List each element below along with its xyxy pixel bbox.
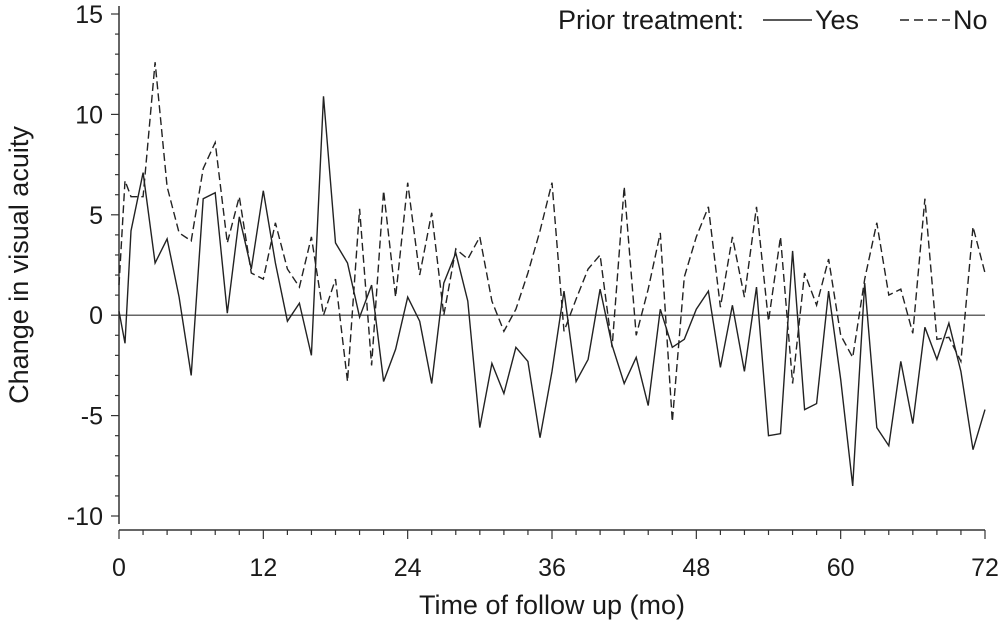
y-axis-title: Change in visual acuity (4, 126, 34, 404)
x-axis-title: Time of follow up (mo) (419, 590, 685, 620)
x-tick-label: 72 (971, 554, 999, 582)
series-layer (118, 62, 986, 486)
x-tick-label: 60 (827, 554, 855, 582)
x-tick-label: 24 (394, 554, 422, 582)
series-line-no (118, 62, 986, 422)
x-tick-label: 12 (249, 554, 277, 582)
x-tick-label: 48 (682, 554, 710, 582)
y-tick-label: 10 (75, 101, 103, 129)
y-tick-label: -5 (81, 403, 103, 431)
y-tick-label: 5 (89, 202, 103, 230)
series-line-yes (118, 96, 986, 486)
y-ticks: -10 -5 0 5 10 15 (67, 1, 119, 531)
x-ticks: 0 12 24 36 48 60 72 (112, 530, 999, 582)
legend: Prior treatment: Yes No (558, 5, 988, 35)
legend-label-yes: Yes (815, 5, 859, 35)
y-tick-label: -10 (67, 503, 103, 531)
legend-label-no: No (953, 5, 988, 35)
x-tick-label: 36 (538, 554, 566, 582)
y-tick-label: 0 (89, 302, 103, 330)
x-tick-label: 0 (112, 554, 126, 582)
y-tick-label: 15 (75, 1, 103, 29)
legend-title: Prior treatment: (558, 5, 744, 35)
axes: -10 -5 0 5 10 15 0 12 24 36 48 60 72 (67, 1, 999, 582)
